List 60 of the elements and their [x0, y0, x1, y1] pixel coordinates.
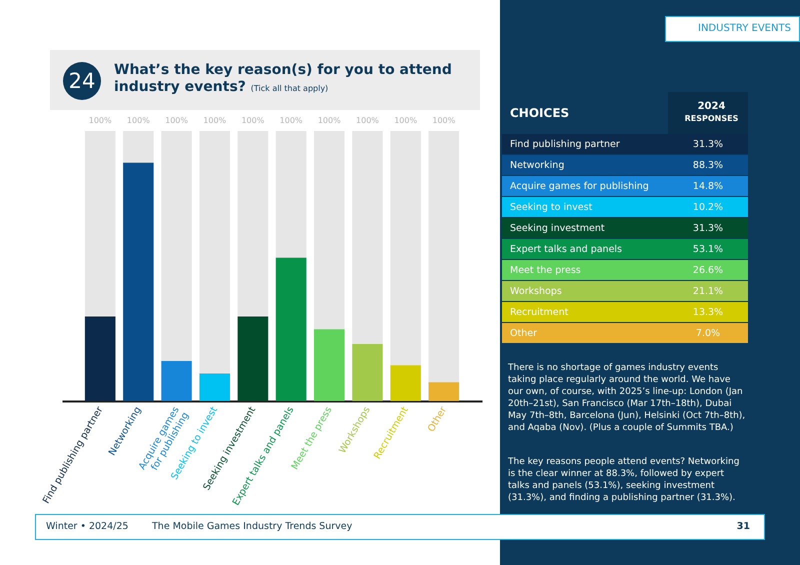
total-label: 100%	[88, 116, 112, 125]
category-label: Workshops	[502, 280, 668, 302]
category-label: Seeking to invest	[502, 196, 668, 218]
category-label: Expert talks and panels	[502, 238, 668, 260]
bar	[238, 316, 268, 401]
text: 7.0%	[696, 328, 720, 338]
total-label: 100%	[318, 116, 342, 125]
text: CHOICES	[509, 105, 570, 122]
bar	[123, 131, 154, 163]
total-label: 100%	[356, 116, 380, 125]
text: 14.8%	[692, 180, 724, 192]
category-label: Find publishing partner	[502, 134, 668, 154]
bar	[314, 131, 345, 330]
total-label: 100%	[432, 116, 456, 125]
total-label: 100%	[165, 116, 188, 125]
text: 21.1%	[692, 286, 724, 296]
chart-subtitle: (Tick all that apply)	[250, 84, 328, 93]
bar	[428, 131, 460, 382]
bar	[238, 131, 268, 316]
text: Winter • 2024/25	[46, 520, 128, 534]
bar	[352, 344, 383, 401]
bar	[161, 361, 192, 401]
category-label: Seeking investment	[502, 218, 668, 238]
category-label: Meet the press	[502, 260, 668, 280]
bar	[314, 329, 345, 401]
text: 13.3%	[692, 306, 724, 318]
text: There is no shortage of games industry events taking place regularly around the world. We have our own, of course, with 2025’s line-up: London (Jan 20th–21st), San Francisco (Mar 17th–18th), Dubai May 7th–8th, Barcelona (Jun), Helsinki (Oct 7th–8th), and Aqaba (Nov). (Plus a couple of Summits TBA.)	[508, 362, 746, 434]
category-label: Recruitment	[502, 302, 668, 322]
text: 31	[736, 520, 750, 534]
text: 24	[63, 62, 101, 100]
bar	[161, 131, 192, 362]
text: The key reasons people attend events? Networking is the clear winner at 88.3%, followed by expert talks and panels (53.1%), seeking investment (31.3%), and finding a publishing partner (31.3%).	[508, 456, 740, 504]
bar	[199, 131, 230, 374]
total-label: 100%	[203, 116, 227, 125]
bar	[84, 316, 116, 401]
text: 31.3%	[692, 138, 724, 150]
bar	[199, 373, 230, 401]
text: 53.1%	[692, 244, 724, 254]
bar	[352, 131, 383, 344]
text: INDUSTRY EVENTS	[665, 16, 800, 42]
text: 2024 RESPONSES	[668, 92, 748, 134]
total-label: 100%	[280, 116, 303, 125]
total-label: 100%	[126, 116, 150, 125]
bar	[390, 365, 421, 401]
category-label: Networking	[502, 154, 668, 176]
category-label: Acquire games for publishing	[502, 176, 668, 196]
text: 26.6%	[692, 264, 724, 276]
category-label: Other	[502, 322, 668, 344]
bar	[428, 382, 460, 401]
bar	[123, 162, 154, 401]
bar	[390, 131, 421, 366]
bar	[276, 258, 306, 401]
bar	[276, 131, 306, 258]
text: The Mobile Games Industry Trends Survey	[152, 520, 352, 534]
text: 10.2%	[692, 202, 724, 212]
bar	[84, 131, 116, 316]
text: 31.3%	[692, 222, 724, 234]
total-label: 100%	[394, 116, 418, 125]
total-label: 100%	[241, 116, 265, 125]
text: 88.3%	[692, 160, 724, 170]
